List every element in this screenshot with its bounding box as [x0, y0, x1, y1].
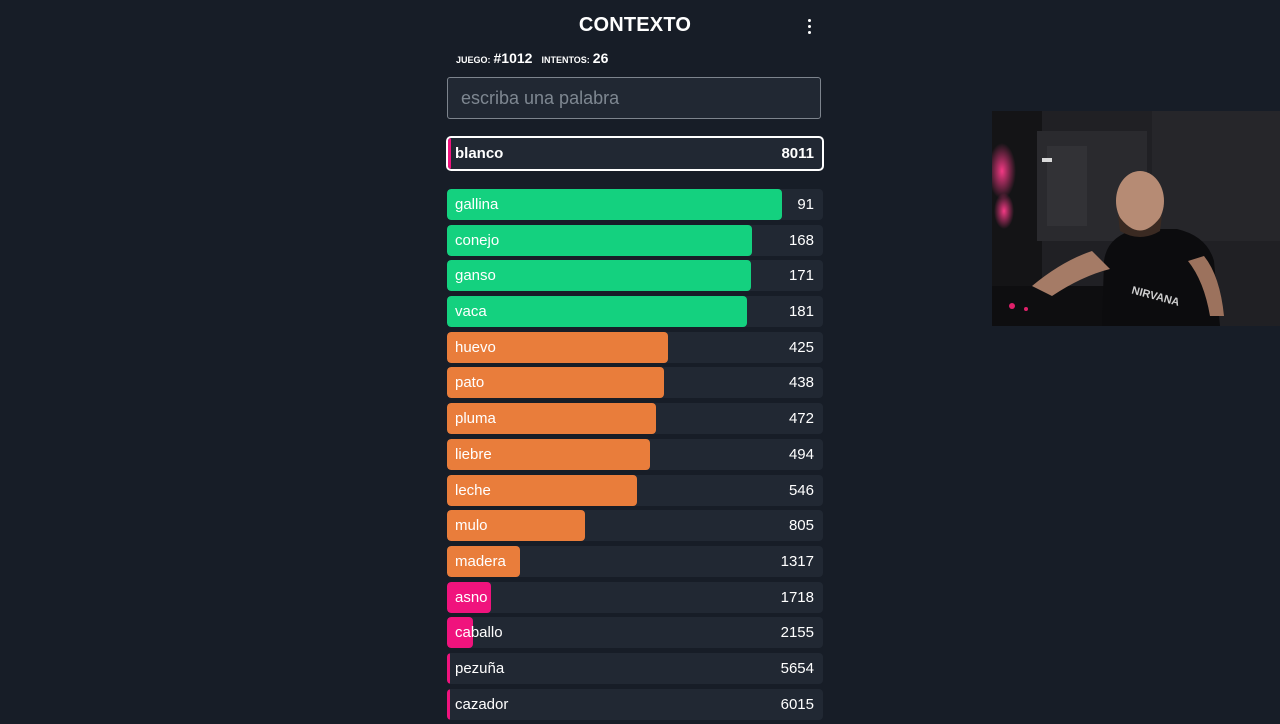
guess-row: conejo 168 [447, 224, 823, 256]
guess-list: gallina 91 conejo 168 ganso 171 vaca 181 huevo 42… [447, 189, 823, 724]
guess-rank: 181 [788, 303, 814, 321]
contexto-game: CONTEXTO JUEGO:#1012 INTENTOS:26 blanco 8… [446, 0, 824, 720]
similarity-bar [447, 545, 520, 577]
game-label: JUEGO: [456, 55, 491, 65]
webcam-overlay: NIRVANA [992, 111, 1280, 326]
guess-word: madera [455, 552, 506, 570]
guess-rank: 472 [788, 410, 814, 428]
similarity-bar [447, 617, 473, 649]
guess-word: gallina [455, 196, 499, 213]
word-input[interactable] [447, 77, 821, 119]
guess-row: huevo 425 [447, 331, 823, 363]
guess-row: cazador 6015 [447, 688, 823, 720]
guess-row: vaca 181 [447, 296, 823, 328]
guess-row: liebre 494 [447, 438, 823, 470]
guess-rank: 168 [788, 231, 814, 249]
guess-rank: 546 [788, 481, 814, 499]
guess-rank: 2155 [780, 624, 814, 642]
menu-dot [807, 24, 811, 28]
last-guess-row: blanco 8011 [446, 136, 824, 171]
last-guess-word: blanco [455, 145, 504, 162]
guess-rank: 171 [788, 267, 814, 285]
guess-row: pluma 472 [447, 403, 823, 435]
guess-rank: 5654 [780, 659, 814, 677]
last-guess-bar [448, 138, 451, 169]
guess-word: vaca [455, 303, 487, 321]
similarity-bar [447, 688, 450, 720]
guess-row: ganso 171 [447, 260, 823, 292]
game-number: #1012 [493, 50, 533, 66]
guess-word: huevo [455, 338, 496, 356]
guess-word: leche [455, 481, 491, 499]
guess-word: pezuña [455, 659, 505, 677]
header: CONTEXTO [446, 10, 824, 42]
similarity-bar [447, 581, 491, 613]
guess-row: leche 546 [447, 474, 823, 506]
guess-word: conejo [455, 231, 500, 249]
menu-dot [807, 30, 811, 34]
similarity-bar [447, 224, 752, 256]
guess-row: pezuña 5654 [447, 652, 823, 684]
more-options-icon[interactable] [801, 16, 817, 36]
similarity-bar [447, 260, 751, 292]
guess-word: cazador [455, 695, 509, 713]
guess-word: ganso [455, 267, 496, 285]
guess-word: mulo [455, 517, 488, 535]
similarity-bar [447, 403, 656, 435]
similarity-bar [447, 296, 747, 328]
guess-word: pato [455, 374, 485, 392]
guess-word: liebre [455, 445, 492, 463]
streamer-webcam-image: NIRVANA [992, 111, 1280, 326]
similarity-bar [447, 367, 664, 399]
guess-word: asno [455, 588, 488, 606]
similarity-bar [447, 510, 585, 542]
guess-word: caballo [455, 624, 503, 642]
attempts-count: 26 [592, 50, 609, 66]
guess-row: caballo 2155 [447, 617, 823, 649]
guess-row: mulo 805 [447, 510, 823, 542]
guess-row: asno 1718 [447, 581, 823, 613]
page-title: CONTEXTO [578, 14, 692, 36]
similarity-bar [447, 474, 637, 506]
guess-rank: 91 [797, 196, 814, 213]
guess-rank: 1317 [780, 552, 814, 570]
guess-row: pato 438 [447, 367, 823, 399]
attempts-label: INTENTOS: [541, 55, 590, 65]
guess-word: pluma [455, 410, 496, 428]
guess-rank: 494 [788, 445, 814, 463]
guess-row: gallina 91 [447, 189, 823, 220]
guess-rank: 6015 [780, 695, 814, 713]
guess-rank: 438 [788, 374, 814, 392]
guess-row: madera 1317 [447, 545, 823, 577]
similarity-bar [447, 652, 450, 684]
guess-rank: 805 [788, 517, 814, 535]
similarity-bar [447, 189, 782, 220]
similarity-bar [447, 331, 668, 363]
similarity-bar [447, 438, 650, 470]
guess-rank: 1718 [780, 588, 814, 606]
guess-rank: 425 [788, 338, 814, 356]
menu-dot [807, 18, 811, 22]
game-info: JUEGO: #1012 INTENTOS: 26 [456, 50, 617, 66]
last-guess-rank: 8011 [781, 145, 814, 162]
